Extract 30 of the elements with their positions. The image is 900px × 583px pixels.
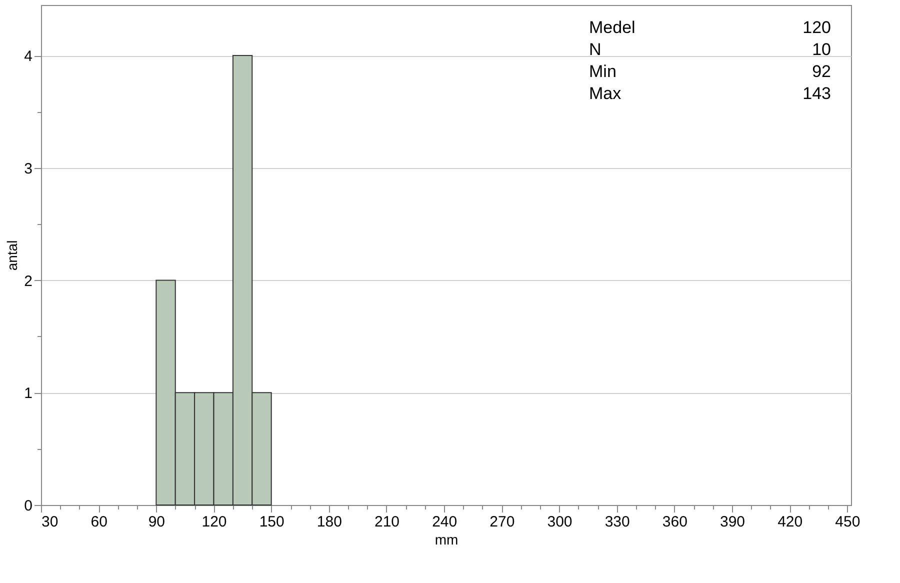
x-axis-title: mm [434, 532, 458, 548]
x-tick-label: 240 [432, 514, 458, 530]
x-tick-label: 390 [720, 514, 746, 530]
y-tick-label: 2 [24, 272, 32, 290]
x-tick-label: 270 [490, 514, 515, 530]
y-tick-label: 3 [24, 160, 32, 178]
annotation: Medel [589, 18, 636, 37]
x-tick-label: 300 [547, 514, 572, 530]
x-tick-label: 210 [374, 514, 400, 530]
annotation: 92 [812, 62, 831, 81]
annotation: 143 [802, 84, 831, 103]
annotation: Max [589, 84, 622, 103]
y-tick-label: 0 [24, 498, 32, 514]
y-axis-title: antal [4, 240, 20, 271]
x-tick-label: 450 [835, 514, 860, 530]
y-tick-label: 4 [24, 48, 32, 66]
x-tick-label: 180 [316, 514, 342, 530]
x-tick-label: 120 [202, 514, 227, 530]
annotation: Min [589, 62, 616, 81]
x-tick-label: 360 [662, 514, 688, 530]
x-tick-label: 330 [604, 514, 630, 530]
x-tick-label: 150 [259, 514, 284, 530]
annotation: 10 [812, 40, 831, 59]
annotation: 120 [802, 18, 831, 37]
x-tick-label: 420 [778, 514, 803, 530]
x-tick-label: 60 [90, 514, 108, 530]
x-tick-label: 90 [148, 514, 166, 530]
x-tick-label: 30 [42, 514, 58, 530]
y-tick-label: 1 [24, 385, 32, 402]
annotation: N [589, 40, 602, 59]
